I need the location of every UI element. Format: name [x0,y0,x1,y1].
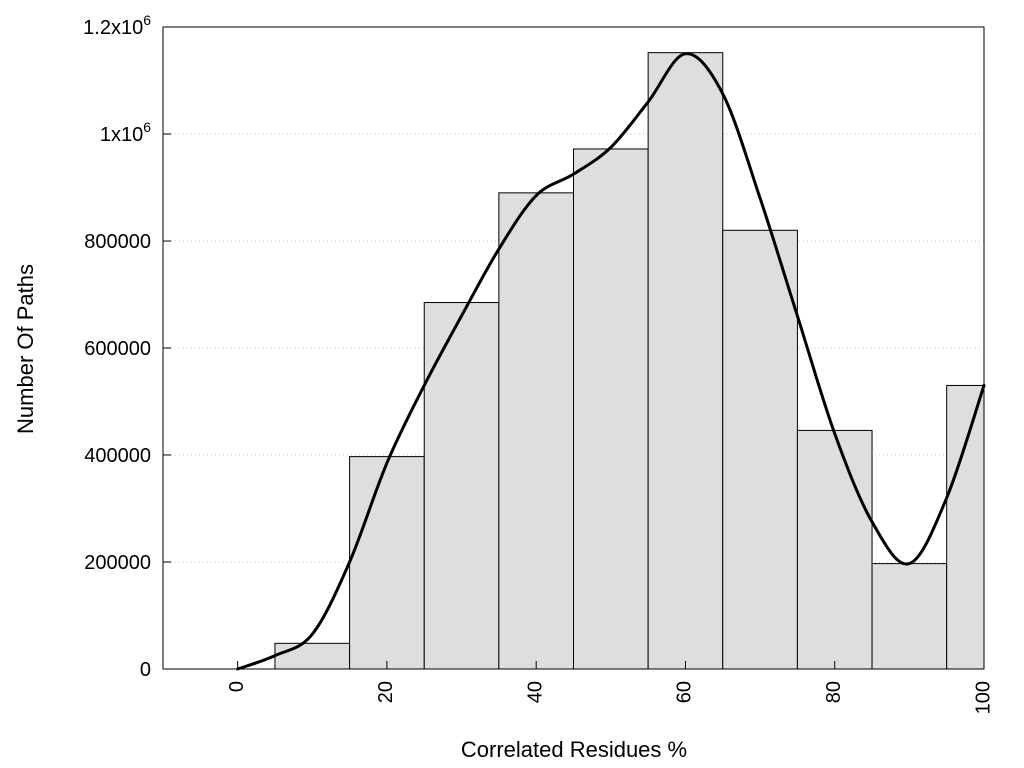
y-tick-label: 1.2x106 [83,12,151,39]
x-tick-label: 0 [226,681,248,692]
x-tick-label: 80 [823,681,845,703]
y-tick-label: 600000 [84,338,151,360]
histogram-bar [722,229,798,670]
y-axis-title: Number Of Paths [13,264,38,434]
histogram-bars [274,52,985,670]
histogram-bar [349,456,425,670]
smoothed-curve-line [236,52,986,671]
x-tick-label: 60 [674,681,696,703]
histogram-bar [647,52,724,670]
x-axis-ticks: 0 20 40 60 80 100 [226,661,994,714]
histogram-bar [573,148,649,670]
y-tick-label: 800000 [84,231,151,253]
histogram-bar [796,429,873,670]
x-tick-label: 20 [375,681,397,703]
histogram-bar [423,302,500,670]
y-tick-label: 1x106 [100,119,151,146]
y-tick-label: 400000 [84,445,151,467]
y-axis-ticks: 0 200000 400000 600000 800000 1x106 1.2x106 [83,12,171,681]
histogram-bar [274,642,351,670]
histogram-bar [871,563,948,670]
histogram-bar [498,192,575,670]
histogram-bar [946,384,985,670]
y-tick-label: 0 [140,659,151,681]
y-tick-label: 200000 [84,552,151,574]
x-axis-title: Correlated Residues % [461,737,687,762]
x-tick-label: 100 [972,681,994,714]
x-tick-label: 40 [524,681,546,703]
smoothed-curve [236,52,986,671]
